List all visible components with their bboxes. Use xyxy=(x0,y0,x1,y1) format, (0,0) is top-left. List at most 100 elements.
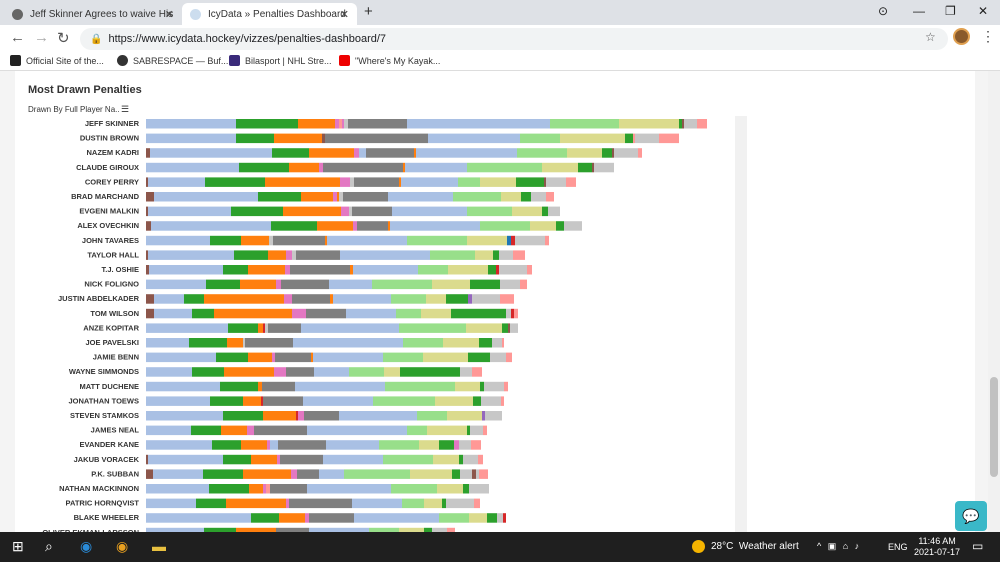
bar-segment[interactable] xyxy=(432,279,470,290)
bar-segment[interactable] xyxy=(697,119,707,129)
bar-segment[interactable] xyxy=(633,133,635,144)
bar-segment[interactable] xyxy=(417,411,447,421)
bar-segment[interactable] xyxy=(146,381,220,392)
bar-segment[interactable] xyxy=(448,265,488,275)
bar-segment[interactable] xyxy=(545,235,549,246)
bar-segment[interactable] xyxy=(475,250,493,260)
bar-segment[interactable] xyxy=(496,265,499,275)
bar-segment[interactable] xyxy=(325,235,327,246)
bookmark-sabrespace[interactable]: SABRESPACE — Buf... xyxy=(117,55,228,66)
system-tray[interactable]: ^ ▣ ⌂ ♪ xyxy=(817,541,862,551)
bar-segment[interactable] xyxy=(314,367,349,377)
bar-segment[interactable] xyxy=(500,279,520,290)
bar-segment[interactable] xyxy=(254,425,307,436)
bar-segment[interactable] xyxy=(146,396,210,406)
bar-segment[interactable] xyxy=(349,367,384,377)
bar-segment[interactable] xyxy=(305,513,309,523)
bar-segment[interactable] xyxy=(267,440,270,450)
bar-segment[interactable] xyxy=(453,192,501,202)
weather-widget[interactable]: 28°C Weather alert xyxy=(692,540,799,553)
bar-segment[interactable] xyxy=(447,527,455,532)
bar-segment[interactable] xyxy=(467,162,542,173)
bar-segment[interactable] xyxy=(421,308,451,319)
bar-segment[interactable] xyxy=(274,367,286,377)
bar-segment[interactable] xyxy=(210,396,243,406)
bar-segment[interactable] xyxy=(301,323,399,333)
bar-segment[interactable] xyxy=(209,484,249,494)
bar-segment[interactable] xyxy=(228,323,258,333)
bar-segment[interactable] xyxy=(346,308,396,319)
bar-segment[interactable] xyxy=(196,498,226,509)
bar-segment[interactable] xyxy=(258,192,301,202)
bar-segment[interactable] xyxy=(493,250,499,260)
bar-segment[interactable] xyxy=(352,498,402,509)
bar-segment[interactable] xyxy=(423,352,468,363)
bar-segment[interactable] xyxy=(154,308,192,319)
bar-segment[interactable] xyxy=(542,162,578,173)
bar-segment[interactable] xyxy=(352,206,392,217)
bar-segment[interactable] xyxy=(227,338,243,348)
bar-segment[interactable] xyxy=(506,352,512,363)
scrollbar-thumb[interactable] xyxy=(990,377,998,477)
bar-segment[interactable] xyxy=(679,119,682,129)
bar-segment[interactable] xyxy=(191,425,221,436)
bar-segment[interactable] xyxy=(490,352,506,363)
bar-segment[interactable] xyxy=(330,294,333,304)
bar-segment[interactable] xyxy=(428,133,520,144)
bar-segment[interactable] xyxy=(548,206,560,217)
bar-segment[interactable] xyxy=(458,177,480,187)
bar-segment[interactable] xyxy=(550,119,619,129)
bar-segment[interactable] xyxy=(146,440,212,450)
bar-segment[interactable] xyxy=(468,294,472,304)
bar-segment[interactable] xyxy=(446,294,468,304)
bar-segment[interactable] xyxy=(388,192,453,202)
bar-segment[interactable] xyxy=(472,469,476,479)
bar-segment[interactable] xyxy=(265,177,340,187)
bar-segment[interactable] xyxy=(231,206,283,217)
bar-segment[interactable] xyxy=(451,308,506,319)
close-icon[interactable]: ✕ xyxy=(339,8,349,21)
bar-segment[interactable] xyxy=(275,352,311,363)
tab-jeff-skinner[interactable]: Jeff Skinner Agrees to waive His ✕ xyxy=(4,3,182,25)
bar-segment[interactable] xyxy=(359,148,366,158)
bar-segment[interactable] xyxy=(236,133,274,144)
bar-segment[interactable] xyxy=(243,396,261,406)
bar-segment[interactable] xyxy=(319,162,323,173)
bar-segment[interactable] xyxy=(146,425,191,436)
bar-segment[interactable] xyxy=(290,265,350,275)
bar-segment[interactable] xyxy=(592,162,594,173)
bar-segment[interactable] xyxy=(468,352,490,363)
bar-segment[interactable] xyxy=(216,352,248,363)
bookmark-kayak[interactable]: "Where's My Kayak... xyxy=(339,55,440,66)
language-indicator[interactable]: ENG xyxy=(888,542,908,552)
bar-segment[interactable] xyxy=(301,192,333,202)
chat-button[interactable]: 💬 xyxy=(955,501,987,531)
bar-segment[interactable] xyxy=(224,367,274,377)
bar-segment[interactable] xyxy=(566,177,576,187)
search-icon[interactable]: ⌕ xyxy=(45,538,53,554)
bar-segment[interactable] xyxy=(319,469,344,479)
bar-segment[interactable] xyxy=(349,206,352,217)
bar-segment[interactable] xyxy=(148,454,223,465)
bar-segment[interactable] xyxy=(508,323,510,333)
bar-segment[interactable] xyxy=(154,192,258,202)
bar-segment[interactable] xyxy=(146,454,148,465)
bar-segment[interactable] xyxy=(258,381,262,392)
bar-segment[interactable] xyxy=(476,469,479,479)
sort-label[interactable]: Drawn By Full Player Na.. xyxy=(28,105,120,114)
bar-segment[interactable] xyxy=(469,513,487,523)
bar-segment[interactable] xyxy=(192,308,214,319)
bar-segment[interactable] xyxy=(502,338,504,348)
bar-segment[interactable] xyxy=(414,148,416,158)
bar-segment[interactable] xyxy=(192,367,224,377)
bar-segment[interactable] xyxy=(150,148,272,158)
bar-segment[interactable] xyxy=(556,221,564,231)
bar-segment[interactable] xyxy=(659,133,679,144)
bar-segment[interactable] xyxy=(204,527,236,532)
page-scrollbar[interactable] xyxy=(988,71,1000,532)
bar-segment[interactable] xyxy=(512,206,542,217)
bar-segment[interactable] xyxy=(470,279,500,290)
bar-segment[interactable] xyxy=(307,484,391,494)
address-bar[interactable]: 🔒 https://www.icydata.hockey/vizzes/pena… xyxy=(80,28,948,50)
bar-segment[interactable] xyxy=(478,454,483,465)
